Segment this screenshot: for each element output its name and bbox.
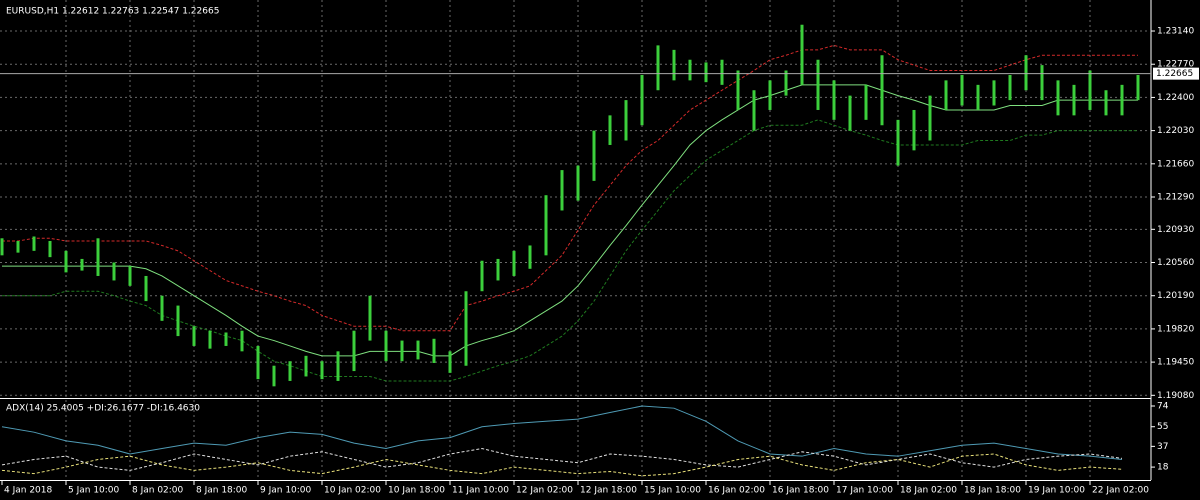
y-tick-label: 18 <box>1157 463 1169 473</box>
x-tick-label: 15 Jan 10:00 <box>644 486 701 496</box>
x-tick-label: 9 Jan 10:00 <box>260 486 312 496</box>
x-tick-label: 8 Jan 02:00 <box>132 486 184 496</box>
y-tick-label: 74 <box>1157 402 1169 412</box>
x-tick-label: 10 Jan 18:00 <box>388 486 445 496</box>
y-tick-label: 1.21660 <box>1157 159 1194 169</box>
x-tick-label: 18 Jan 18:00 <box>964 486 1021 496</box>
y-tick-label: 1.21290 <box>1157 193 1194 203</box>
y-tick-label: 1.19450 <box>1157 358 1194 368</box>
x-tick-label: 16 Jan 02:00 <box>708 486 765 496</box>
x-tick-label: 12 Jan 02:00 <box>516 486 573 496</box>
y-tick-label: 1.20190 <box>1157 291 1194 301</box>
y-tick-label: 1.20930 <box>1157 225 1194 235</box>
y-tick-label: 1.19820 <box>1157 324 1194 334</box>
y-tick-label: 1.20560 <box>1157 258 1194 268</box>
indicator-line <box>2 119 1138 382</box>
y-tick-label: 37 <box>1157 442 1168 452</box>
indicator-line <box>2 84 1138 357</box>
main-title: EURUSD,H1 1.22612 1.22763 1.22547 1.2266… <box>6 7 219 17</box>
indicator-line <box>1 405 1123 460</box>
x-tick-label: 12 Jan 18:00 <box>580 486 637 496</box>
y-tick-label: 1.22770 <box>1157 60 1194 70</box>
x-tick-label: 19 Jan 10:00 <box>1028 486 1085 496</box>
x-tick-label: 17 Jan 10:00 <box>836 486 893 496</box>
x-tick-label: 22 Jan 02:00 <box>1092 486 1149 496</box>
adx-title: ADX(14) 25.4005 +DI:26.1677 -DI:16.4630 <box>6 404 200 414</box>
x-tick-label: 4 Jan 2018 <box>4 486 52 496</box>
y-tick-label: 1.23140 <box>1157 27 1194 37</box>
current-price-box <box>1153 67 1199 80</box>
y-tick-label: 1.19080 <box>1157 391 1194 401</box>
x-tick-label: 10 Jan 02:00 <box>324 486 381 496</box>
x-tick-label: 16 Jan 18:00 <box>772 486 829 496</box>
indicator-line <box>1 448 1123 471</box>
y-tick-label: 55 <box>1157 422 1168 432</box>
x-tick-label: 18 Jan 02:00 <box>900 486 957 496</box>
y-tick-label: 1.22400 <box>1157 93 1194 103</box>
indicator-line <box>1 453 1123 477</box>
x-tick-label: 8 Jan 18:00 <box>196 486 248 496</box>
x-tick-label: 11 Jan 10:00 <box>452 486 509 496</box>
current-price-label: 1.22665 <box>1156 69 1193 79</box>
x-tick-label: 5 Jan 10:00 <box>68 486 120 496</box>
y-tick-label: 1.22030 <box>1157 126 1194 136</box>
